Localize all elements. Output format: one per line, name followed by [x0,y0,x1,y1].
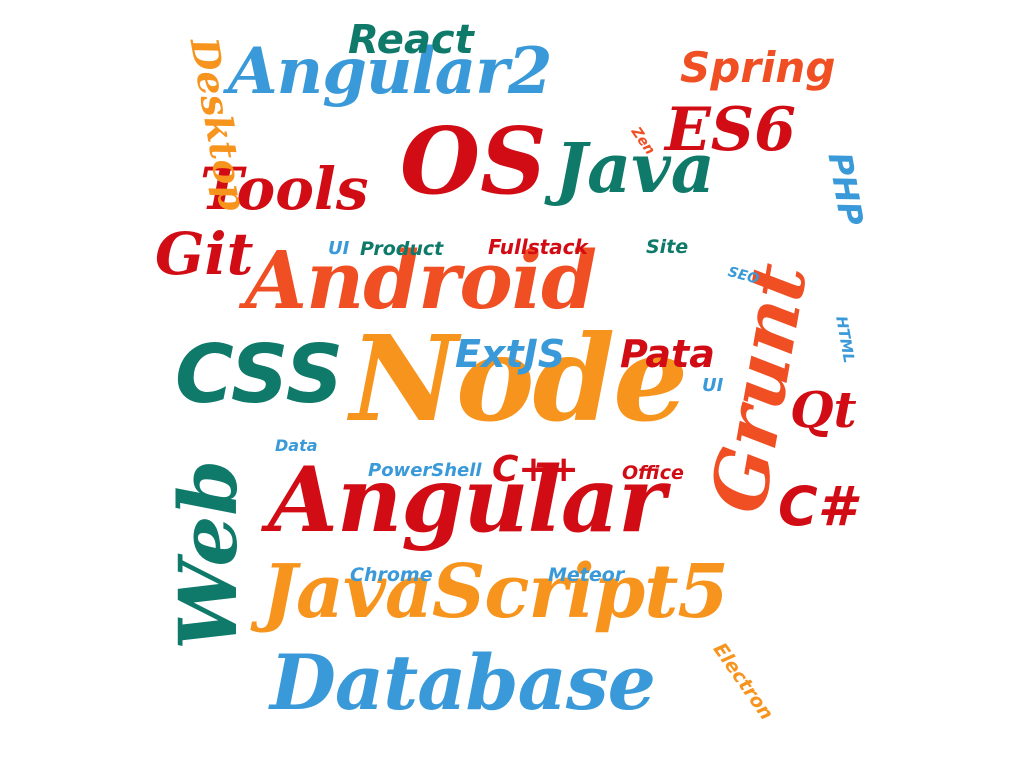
word-electron: Electron [708,638,778,725]
word-java: Java [555,129,715,209]
word-git: Git [155,220,254,288]
word-web: Web [161,459,255,650]
word-fullstack: Fullstack [488,235,588,259]
word-es6: ES6 [665,95,796,165]
word-php: PHP [820,149,871,229]
word-html: HTML [832,314,859,365]
word-csharp: C# [778,475,856,538]
word-os: OS [400,107,547,215]
word-ui: UI [702,375,724,396]
word-android: Android [245,233,597,327]
word-cpp: C++ [492,449,579,490]
word-meteor: Meteor [548,564,625,586]
word-ui: UI [328,238,350,259]
word-powershell: PowerShell [368,460,482,481]
word-node: Node [350,309,688,448]
word-pata: Pata [620,332,715,376]
word-extjs: ExtJS [455,332,566,376]
word-site: Site [646,236,689,258]
word-spring: Spring [680,43,836,92]
word-react: React [348,17,474,63]
word-office: Office [622,462,684,484]
word-chrome: Chrome [350,564,433,586]
word-tools: Tools [200,155,369,223]
word-data: Data [275,436,318,455]
word-javascript5: JavaScript5 [262,549,729,635]
word-angular2: Angular2 [228,34,552,109]
word-database: Database [270,638,656,727]
word-css: CSS [175,328,344,421]
word-angular: Angular [268,447,666,553]
word-qt: Qt [790,380,857,439]
word-product: Product [360,238,444,260]
